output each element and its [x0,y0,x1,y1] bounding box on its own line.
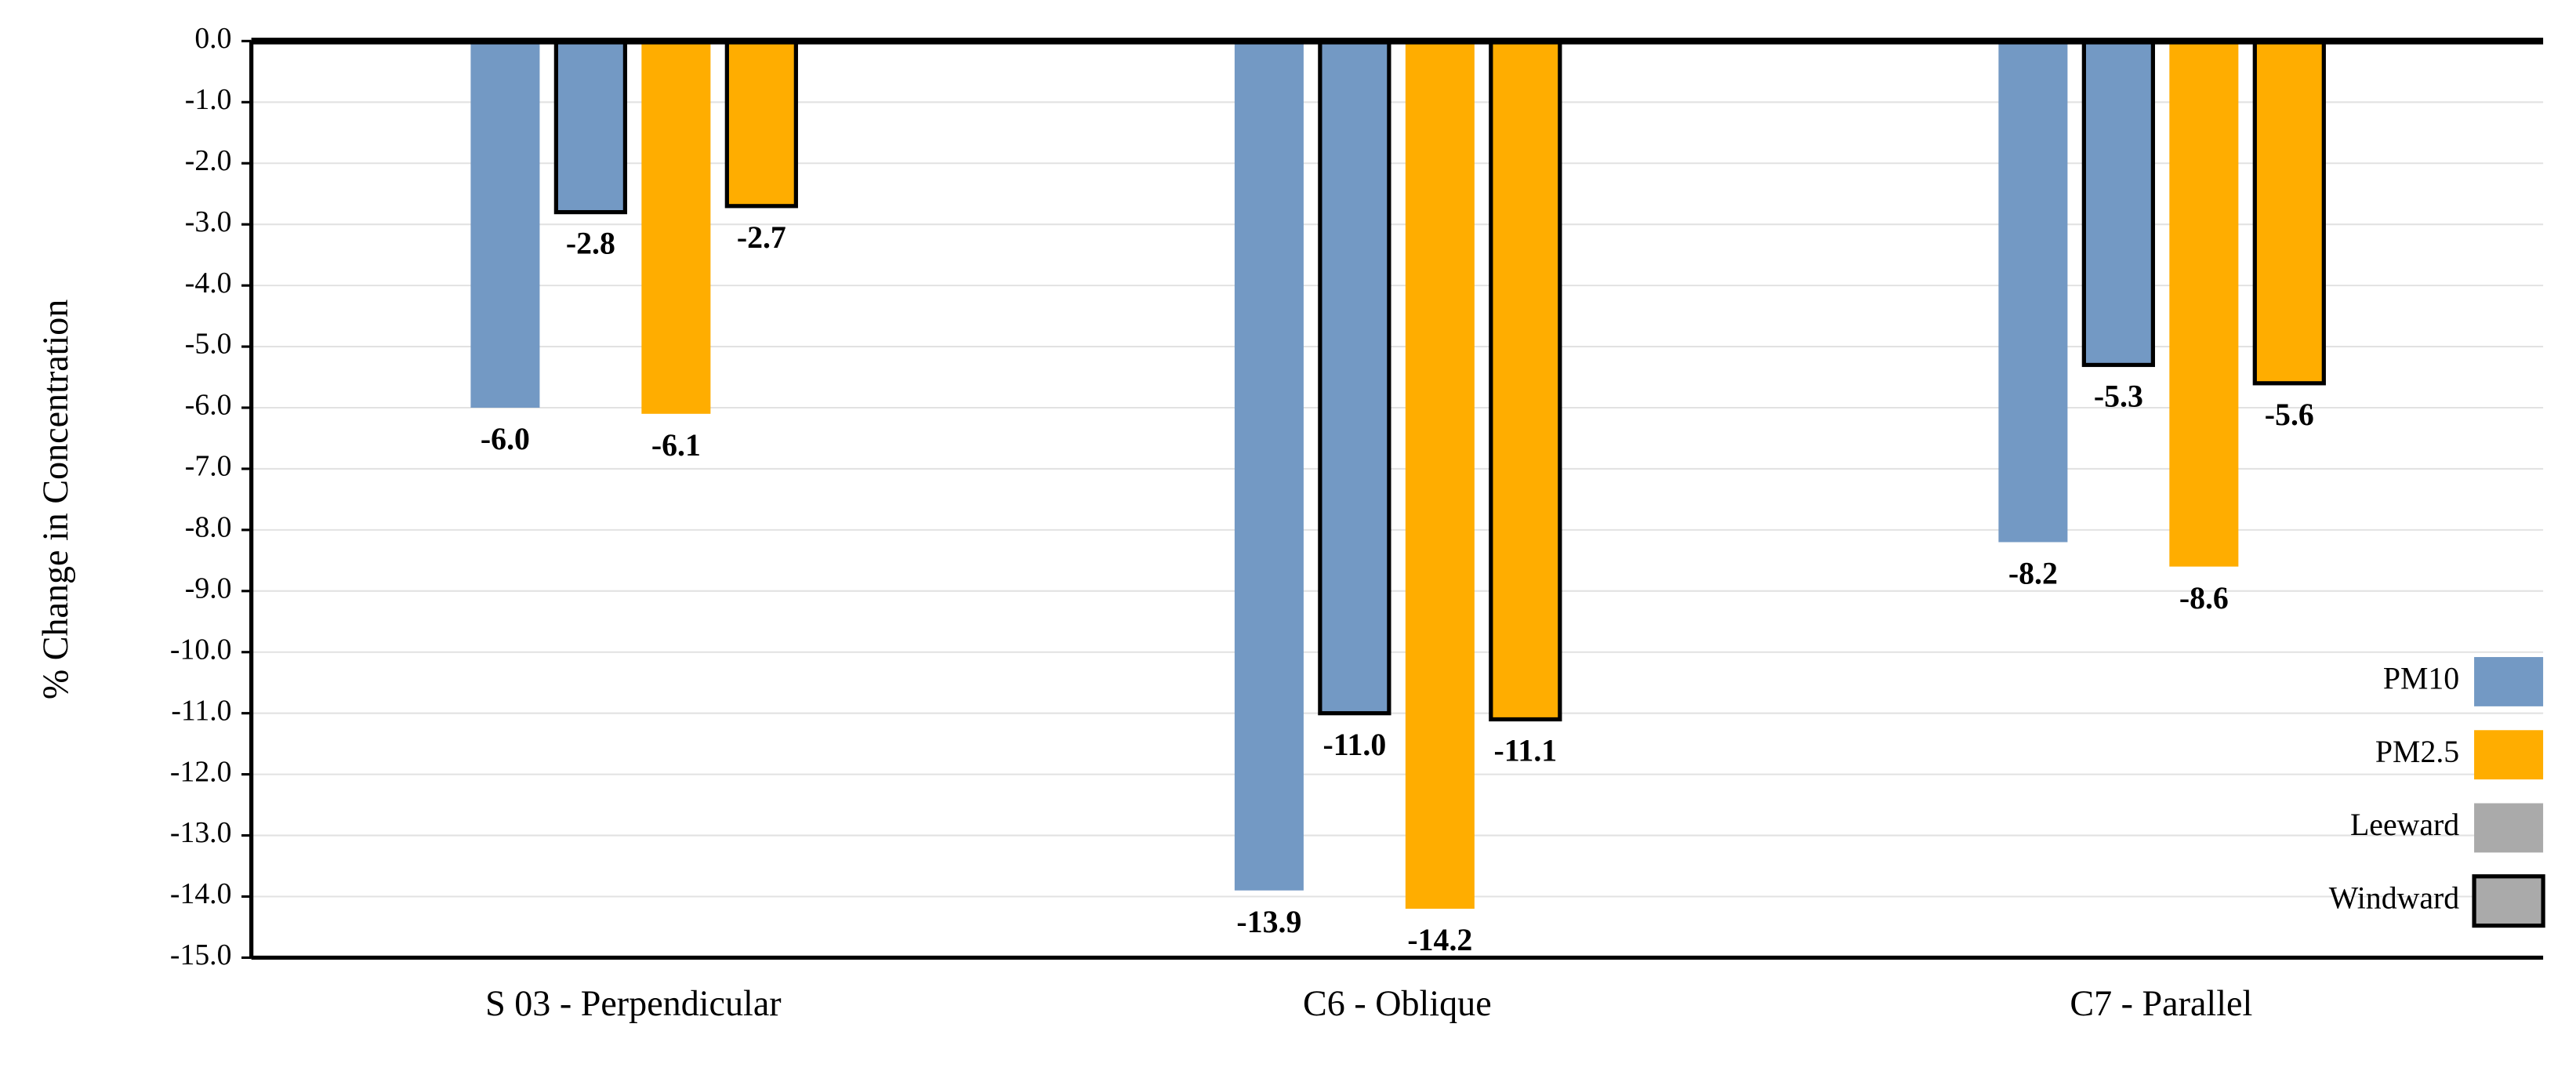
y-tick-label: 0.0 [194,22,231,55]
y-tick-label: -7.0 [185,450,232,483]
y-tick-label: -11.0 [171,694,231,727]
y-tick-label: -14.0 [170,877,232,910]
value-label: -14.2 [1407,923,1472,957]
bar [1489,38,1562,722]
bar [641,41,711,414]
legend-label: PM2.5 [2375,735,2459,769]
y-tick-label: -5.0 [185,328,232,361]
value-label: -2.8 [566,227,615,261]
y-tick-label: -6.0 [185,389,232,422]
x-tick-label: S 03 - Perpendicular [485,983,782,1023]
bar [553,38,628,215]
value-label: -6.0 [481,422,530,456]
legend-swatch [2472,874,2545,928]
legend-swatch [2474,657,2544,706]
value-label: -11.0 [1323,728,1387,762]
value-label: -5.6 [2265,398,2314,432]
value-label: -6.1 [651,428,701,463]
bar [2252,38,2326,386]
y-tick-label: -8.0 [185,511,232,544]
bar [2081,38,2155,368]
bar [1405,41,1475,909]
y-tick-label: -10.0 [170,633,232,666]
y-tick-label: -15.0 [170,938,232,971]
y-tick-label: -2.0 [185,144,232,177]
y-tick-label: -12.0 [170,755,232,788]
value-label: -8.6 [2179,581,2229,615]
y-tick-label: -13.0 [170,816,232,849]
legend-label: Windward [2329,880,2460,915]
bar [724,38,798,209]
legend-label: Leeward [2350,808,2459,842]
legend-swatch [2474,803,2544,853]
y-tick-label: -1.0 [185,83,232,116]
value-label: -2.7 [737,220,786,255]
value-label: -13.9 [1236,905,1301,939]
bar [1998,41,2068,543]
y-tick-label: -3.0 [185,205,232,238]
bar [1234,41,1304,891]
value-label: -5.3 [2094,379,2143,414]
legend-swatch [2474,730,2544,780]
bar [470,41,540,408]
legend-label: PM10 [2383,662,2459,696]
bar [1318,38,1391,716]
y-tick-label: -9.0 [185,572,232,604]
value-label: -11.1 [1493,734,1557,768]
x-tick-label: C6 - Oblique [1303,983,1492,1023]
y-tick-label: -4.0 [185,267,232,300]
value-label: -8.2 [2008,557,2058,591]
y-axis-label: % Change in Concentration [35,300,75,700]
x-tick-label: C7 - Parallel [2070,983,2252,1023]
bar [2169,41,2239,567]
